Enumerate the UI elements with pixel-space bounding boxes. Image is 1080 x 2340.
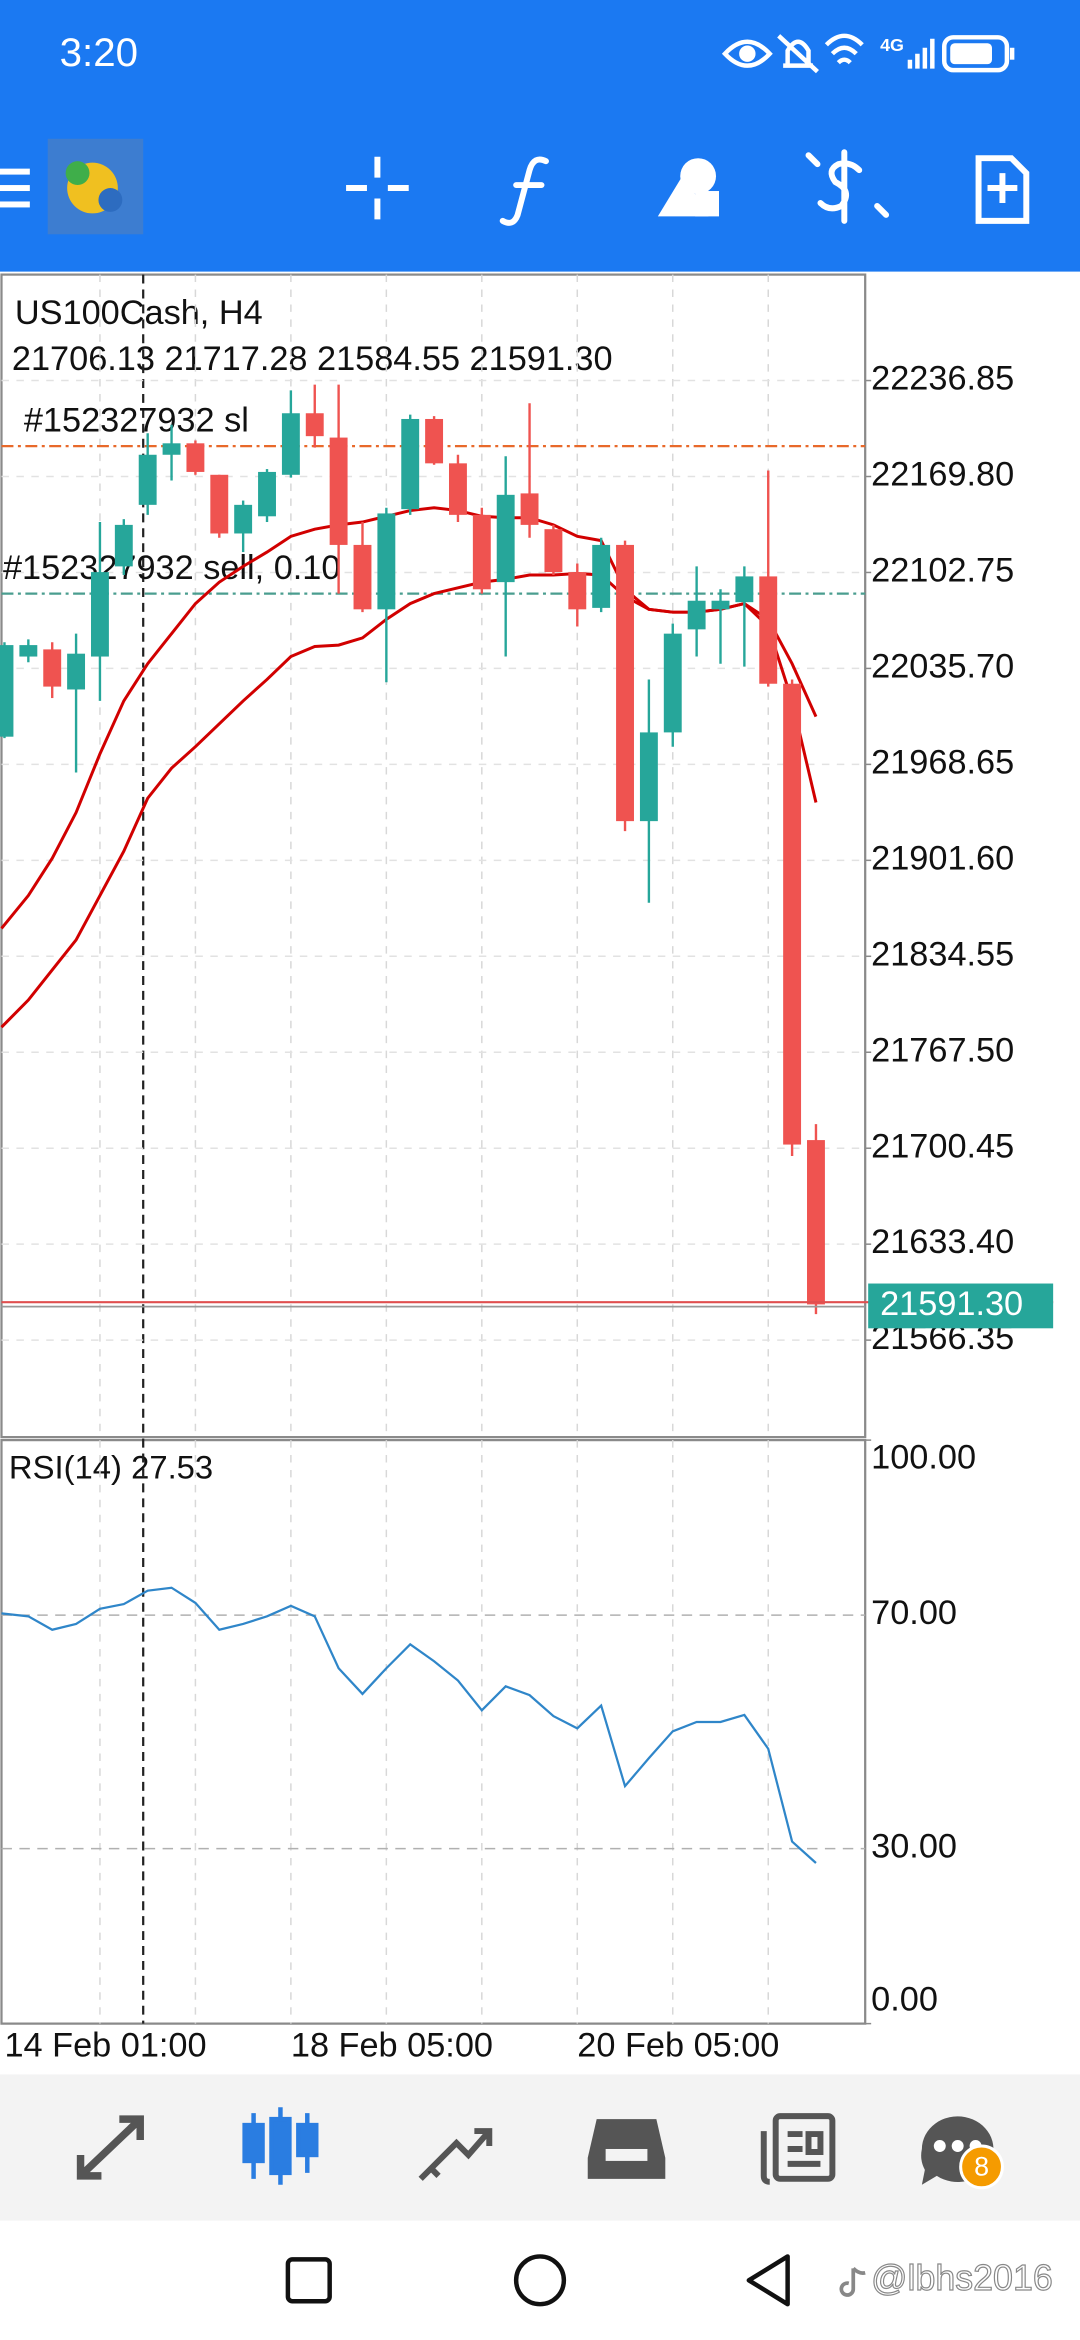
battery-level (950, 43, 992, 65)
battery-tip (1009, 47, 1015, 60)
candle-body (687, 600, 706, 630)
candle-body (67, 653, 86, 690)
back-button[interactable] (746, 2254, 790, 2307)
plot: 14 Feb 01:00 18 Feb 05:00 20 Feb 05:00 2223… (0, 274, 1054, 2065)
candle-body (210, 474, 229, 534)
x-tick-label: 18 Feb 05:00 (291, 2027, 493, 2065)
candle-body (186, 443, 205, 472)
quotes-tab[interactable] (76, 2115, 144, 2180)
y-tick-label: 21633.40 (871, 1223, 1014, 1261)
trade-button[interactable] (805, 149, 890, 224)
candle-body (449, 463, 467, 515)
candle-body (0, 645, 14, 737)
candle-body (592, 544, 611, 608)
chat-badge: 8 (974, 2151, 989, 2181)
y-tick-label: 21834.55 (871, 935, 1014, 973)
eye-icon (721, 39, 773, 68)
candle-body (616, 544, 634, 822)
x-tick-label: 14 Feb 01:00 (4, 2027, 206, 2065)
candle-body (114, 524, 133, 567)
recents-button[interactable] (285, 2257, 332, 2304)
watermark: @lbhs2016 (871, 2258, 1053, 2298)
ohlc-readout: 21706.13 21717.28 21584.55 21591.30 (12, 340, 613, 378)
candle-body (568, 572, 587, 610)
history-tab[interactable] (587, 2119, 666, 2179)
candle-body (711, 600, 730, 610)
bottom-nav (0, 2074, 1080, 2221)
new-order-button[interactable] (975, 155, 1030, 224)
candle-body (329, 437, 348, 545)
app-logo[interactable] (47, 138, 144, 235)
y-tick-label: 22035.70 (871, 647, 1014, 685)
candle-body (234, 504, 253, 534)
trade-tab[interactable] (418, 2128, 493, 2181)
last-price-label: 21591.30 (880, 1285, 1023, 1323)
y-tick-label: 21968.65 (871, 743, 1014, 781)
battery-icon (942, 35, 1010, 73)
candle-body (807, 1140, 825, 1305)
home-button[interactable] (513, 2254, 567, 2307)
indicators-button[interactable] (499, 156, 549, 226)
rsi-tick-label: 70.00 (871, 1594, 957, 1632)
watermark-logo (839, 2267, 866, 2297)
rsi-title: RSI(14) 27.53 (9, 1449, 213, 1486)
chart-tab[interactable] (242, 2107, 319, 2185)
objects-button[interactable] (657, 158, 720, 217)
y-tick-label: 21700.45 (871, 1127, 1014, 1165)
status-icons (721, 33, 1015, 74)
y-tick-label: 22236.85 (871, 360, 1014, 398)
candle-body (783, 683, 802, 1145)
candle-body (305, 413, 324, 437)
y-tick-label: 22169.80 (871, 456, 1014, 494)
candle-body (162, 443, 181, 455)
menu-button[interactable] (0, 168, 30, 208)
candle-body (425, 418, 444, 464)
candle-body (663, 633, 682, 733)
candle-body (90, 572, 109, 657)
candle-body (544, 529, 563, 573)
news-tab[interactable] (760, 2113, 836, 2185)
x-tick-label: 20 Feb 05:00 (577, 2027, 779, 2065)
candle-body (639, 732, 658, 822)
rsi-tick-label: 100.00 (871, 1439, 976, 1477)
rsi-line (1, 1586, 817, 1864)
rsi-frame (0, 1438, 867, 2025)
y-tick-label: 21901.60 (871, 839, 1014, 877)
network-type: 4G (880, 35, 904, 55)
wifi-icon (824, 33, 864, 65)
status-time: 3:20 (60, 30, 138, 75)
candle-body (401, 418, 420, 510)
candle-body (472, 514, 491, 590)
y-tick-label: 21767.50 (871, 1031, 1014, 1069)
eye-pupil (739, 45, 756, 62)
rsi-tick-label: 30.00 (871, 1828, 957, 1866)
main-chart-frame (0, 273, 867, 1439)
crosshair-button[interactable] (346, 156, 409, 220)
candle-body (377, 513, 396, 610)
candle-body (19, 645, 38, 657)
candle-body (281, 413, 300, 475)
y-tick-label: 22102.75 (871, 552, 1014, 590)
app-bar (0, 0, 1080, 272)
candle-body (138, 454, 157, 505)
candle-body (43, 649, 62, 687)
candle-body (258, 471, 276, 517)
candle-body (759, 576, 778, 684)
candle-body (735, 576, 754, 603)
bell-off-icon (777, 34, 819, 74)
candle-body (353, 544, 372, 610)
rsi-tick-label: 0.00 (871, 1980, 938, 2018)
chat-tab[interactable] (921, 2116, 1004, 2190)
order-label: #152327932 sl (24, 401, 249, 439)
candle-body (520, 493, 539, 525)
order-label: #152327932 sell, 0.10 (3, 549, 340, 587)
moving-average (0, 572, 818, 1029)
chart-title: US100Cash, H4 (15, 294, 263, 332)
candle-body (496, 494, 515, 583)
last-price-tag (868, 1283, 1054, 1329)
signal-icon (907, 38, 935, 69)
